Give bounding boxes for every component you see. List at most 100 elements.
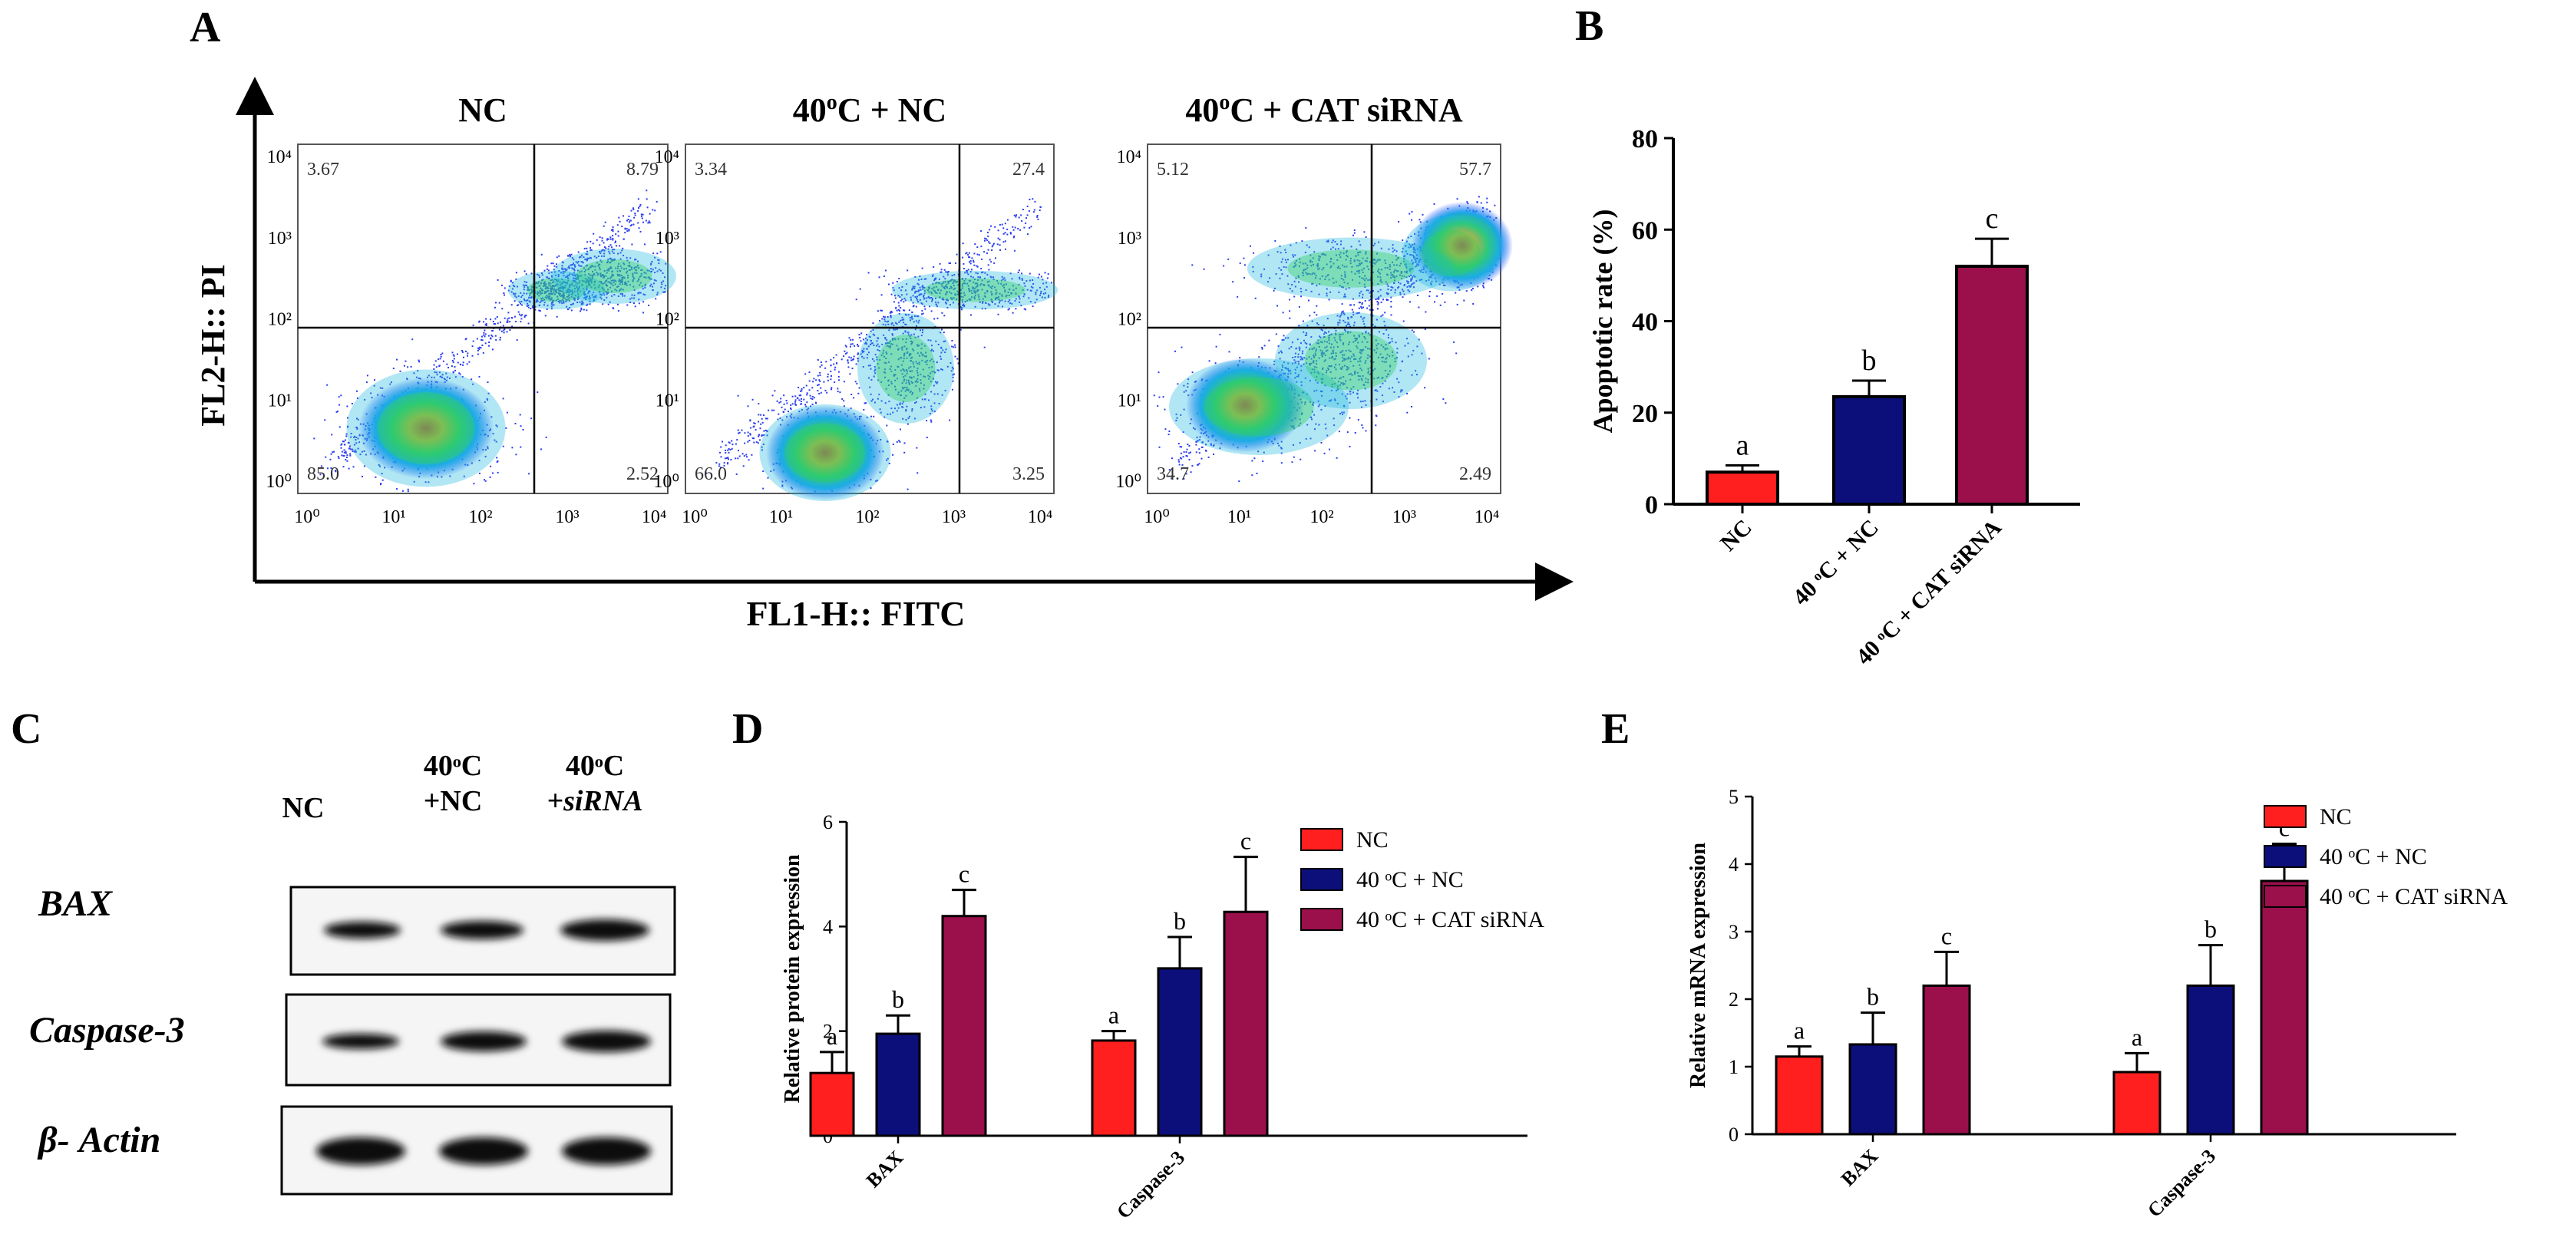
flow-event-dot — [916, 352, 919, 355]
flow-event-dot — [940, 269, 943, 271]
flow-event-dot — [1314, 428, 1316, 431]
flow-event-dot — [949, 279, 952, 282]
flow-event-dot — [601, 274, 603, 276]
flow-event-dot — [910, 296, 912, 299]
flow-event-dot — [940, 271, 942, 273]
flow-event-dot — [563, 268, 566, 270]
flow-event-dot — [615, 280, 617, 282]
flow-event-dot — [590, 249, 593, 251]
flow-event-dot — [1375, 339, 1377, 341]
flow-event-dot — [547, 286, 549, 289]
flow-event-dot — [586, 295, 588, 298]
flow-event-dot — [571, 273, 573, 275]
flow-event-dot — [898, 305, 900, 307]
flow-event-dot — [912, 302, 914, 304]
flow-event-dot — [1250, 245, 1251, 247]
flow-event-dot — [654, 272, 656, 274]
flow-event-dot — [550, 297, 553, 299]
flow-event-dot — [1290, 372, 1292, 374]
flow-event-dot — [586, 253, 589, 256]
flow-event-dot — [906, 351, 908, 354]
flow-event-dot — [953, 346, 955, 348]
flow-event-dot — [899, 309, 900, 312]
flow-event-dot — [1285, 252, 1287, 253]
flow-event-dot — [1300, 291, 1303, 292]
flow-event-dot — [577, 251, 580, 253]
flow-event-dot — [543, 292, 546, 294]
flow-event-dot — [730, 459, 732, 460]
flow-event-dot — [1350, 388, 1352, 390]
flow-event-dot — [901, 403, 903, 405]
flow-event-dot — [1018, 295, 1020, 298]
flow-quadrant-ul: 3.67 — [307, 160, 339, 180]
flow-event-dot — [1321, 275, 1323, 277]
flow-event-dot — [916, 381, 919, 383]
flow-event-dot — [1157, 405, 1159, 407]
flow-event-dot — [901, 348, 903, 351]
flow-event-dot — [911, 341, 913, 343]
flow-event-dot — [950, 286, 953, 289]
flow-event-dot — [801, 398, 802, 400]
flow-event-dot — [855, 363, 857, 365]
flow-event-dot — [853, 358, 854, 360]
flow-event-dot — [843, 355, 845, 358]
flow-event-dot — [909, 335, 911, 338]
flow-event-dot — [452, 354, 454, 356]
flow-event-dot — [1237, 295, 1239, 298]
flow-event-dot — [1293, 266, 1295, 268]
flow-event-dot — [887, 323, 890, 325]
flow-event-dot — [1354, 272, 1356, 275]
flow-event-dot — [931, 345, 933, 347]
flow-event-dot — [1361, 379, 1363, 381]
flow-event-dot — [1013, 214, 1016, 216]
flow-event-dot — [925, 300, 927, 302]
flow-event-dot — [565, 275, 567, 278]
flow-event-dot — [980, 246, 983, 248]
flow-event-dot — [1187, 386, 1189, 388]
flow-event-dot — [653, 279, 656, 281]
flow-event-dot — [910, 357, 912, 359]
flow-event-dot — [478, 472, 481, 474]
flow-event-dot — [1373, 259, 1376, 261]
flow-event-dot — [560, 295, 563, 297]
flow-event-dot — [1180, 452, 1182, 454]
flow-event-dot — [539, 291, 541, 293]
flow-event-dot — [1439, 304, 1442, 306]
flow-event-dot — [1428, 295, 1431, 297]
flow-y-tick-label: 10¹ — [268, 391, 292, 411]
flow-event-dot — [1027, 233, 1029, 236]
flow-event-dot — [1034, 200, 1036, 203]
flow-event-dot — [634, 266, 636, 269]
flow-event-dot — [963, 294, 966, 296]
flow-event-dot — [348, 445, 351, 447]
flow-event-dot — [324, 419, 326, 421]
flow-event-dot — [794, 395, 797, 398]
flow-event-dot — [637, 222, 639, 224]
flow-event-dot — [976, 282, 978, 285]
flow-event-dot — [906, 388, 908, 391]
flow-event-dot — [949, 362, 952, 364]
flow-event-dot — [839, 391, 841, 394]
flow-event-dot — [350, 436, 352, 438]
flow-event-dot — [577, 287, 580, 289]
flow-event-dot — [335, 470, 337, 473]
flow-event-dot — [1338, 291, 1340, 293]
flow-event-dot — [915, 384, 917, 387]
flow-event-dot — [540, 448, 542, 450]
flow-event-dot — [593, 273, 596, 275]
flow-event-dot — [956, 358, 959, 360]
flow-event-dot — [585, 280, 587, 282]
flow-event-dot — [1304, 377, 1306, 379]
flow-event-dot — [921, 303, 923, 305]
flow-event-dot — [413, 480, 415, 483]
flow-event-dot — [1396, 348, 1399, 350]
flow-event-dot — [618, 216, 620, 219]
flow-event-dot — [1378, 268, 1380, 270]
flow-event-dot — [612, 279, 614, 282]
flow-event-dot — [663, 291, 665, 293]
flow-event-dot — [601, 239, 603, 242]
flow-event-dot — [743, 455, 745, 457]
flow-event-dot — [1260, 275, 1263, 278]
flow-event-dot — [546, 291, 547, 293]
flow-event-dot — [1006, 219, 1009, 221]
